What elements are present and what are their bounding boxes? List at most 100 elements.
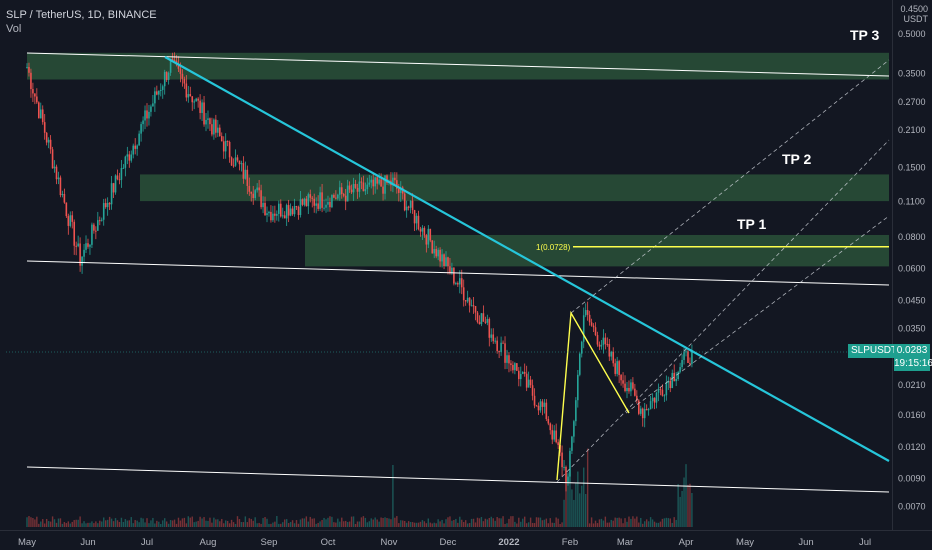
volume-bar bbox=[415, 522, 418, 527]
candle-body bbox=[337, 194, 339, 199]
candle-body bbox=[185, 83, 188, 98]
volume-bar bbox=[30, 517, 32, 527]
candle-body bbox=[264, 202, 266, 216]
candle-body bbox=[545, 402, 548, 420]
volume-bar bbox=[55, 522, 58, 527]
last-price-value: 0.0283 bbox=[896, 345, 928, 356]
candle-body bbox=[134, 145, 136, 149]
volume-bar bbox=[118, 521, 121, 527]
price-tick-label: 0.2700 bbox=[898, 97, 926, 107]
candle-body bbox=[268, 211, 270, 214]
volume-bar bbox=[388, 518, 390, 527]
candle-body bbox=[386, 175, 388, 183]
parallel-channel-1 bbox=[570, 59, 890, 314]
candle-body bbox=[102, 203, 105, 220]
candle-body bbox=[266, 213, 268, 216]
volume-bar bbox=[130, 517, 132, 527]
volume-bar bbox=[606, 522, 609, 527]
candle-body bbox=[671, 372, 674, 389]
volume-bar bbox=[53, 519, 56, 527]
volume-bar bbox=[289, 521, 292, 527]
candle-body bbox=[69, 215, 72, 226]
volume-bar bbox=[89, 522, 91, 527]
candle-body bbox=[287, 205, 290, 216]
volume-bar bbox=[169, 520, 172, 527]
candle-body bbox=[307, 194, 310, 207]
resistance-zone-2 bbox=[140, 174, 889, 202]
parallel-channel-3 bbox=[625, 215, 890, 414]
volume-bar bbox=[164, 518, 166, 527]
volume-bar bbox=[103, 517, 105, 527]
volume-bar bbox=[317, 522, 319, 527]
volume-bar bbox=[561, 522, 563, 527]
volume-bar bbox=[366, 522, 369, 527]
price-axis-unit: 0.4500 USDT bbox=[900, 4, 928, 24]
candle-body bbox=[643, 409, 646, 419]
candle-body bbox=[500, 342, 502, 352]
candle-body bbox=[124, 156, 127, 168]
candle-body bbox=[553, 430, 556, 440]
candle-body bbox=[653, 397, 656, 403]
candle-body bbox=[165, 71, 168, 80]
candle-body bbox=[622, 380, 624, 384]
tp3-label: TP 3 bbox=[850, 27, 880, 43]
candle-body bbox=[630, 382, 632, 392]
volume-indicator-label: Vol bbox=[6, 23, 22, 35]
candle-body bbox=[256, 187, 258, 191]
candle-body bbox=[494, 340, 496, 342]
price-tick-label: 0.0800 bbox=[898, 232, 926, 242]
candle-body bbox=[201, 102, 203, 113]
candle-body bbox=[547, 419, 550, 424]
volume-bar bbox=[649, 517, 652, 527]
volume-bar bbox=[293, 523, 296, 527]
price-axis-currency: USDT bbox=[903, 14, 929, 24]
volume-bar bbox=[81, 523, 83, 527]
volume-bar bbox=[224, 520, 227, 527]
time-tick-label: Nov bbox=[381, 537, 398, 548]
candle-body bbox=[535, 405, 538, 407]
candle-body bbox=[374, 177, 376, 187]
volume-bar bbox=[586, 448, 589, 527]
candle-body bbox=[59, 177, 62, 196]
candle-body bbox=[213, 119, 215, 135]
volume-bar bbox=[246, 522, 249, 527]
candle-body bbox=[496, 340, 498, 352]
symbol-price-tag: SLPUSDT bbox=[848, 344, 901, 358]
candle-body bbox=[87, 243, 89, 247]
candle-body bbox=[114, 175, 117, 193]
candle-body bbox=[478, 321, 481, 325]
candle-body bbox=[258, 187, 260, 191]
candle-body bbox=[228, 141, 231, 158]
candle-body bbox=[364, 189, 367, 192]
candle-body bbox=[474, 306, 477, 313]
volume-bar bbox=[579, 493, 581, 527]
volume-bar bbox=[254, 517, 256, 527]
volume-bar bbox=[628, 516, 630, 527]
volume-bar bbox=[492, 518, 494, 527]
candle-body bbox=[218, 127, 221, 137]
candle-body bbox=[679, 367, 681, 373]
candle-body bbox=[173, 59, 176, 61]
candle-body bbox=[146, 110, 148, 119]
candle-body bbox=[49, 139, 52, 150]
volume-bar bbox=[211, 522, 213, 527]
volume-bar bbox=[65, 523, 68, 527]
candle-body bbox=[634, 388, 636, 396]
volume-bar bbox=[352, 516, 355, 527]
candle-body bbox=[274, 213, 276, 216]
symbol-title: SLP / TetherUS, 1D, BINANCE bbox=[6, 9, 157, 21]
volume-bar bbox=[392, 465, 394, 527]
candle-body bbox=[246, 169, 249, 186]
candle-body bbox=[638, 400, 640, 414]
candle-body bbox=[234, 157, 237, 166]
volume-bar bbox=[101, 521, 103, 527]
volume-bar bbox=[321, 519, 323, 527]
price-tick-label: 0.2100 bbox=[898, 125, 926, 135]
candle-body bbox=[220, 136, 223, 142]
volume-bar bbox=[486, 519, 489, 527]
candle-body bbox=[116, 175, 119, 180]
volume-bar bbox=[496, 517, 498, 527]
volume-bar bbox=[354, 523, 357, 527]
